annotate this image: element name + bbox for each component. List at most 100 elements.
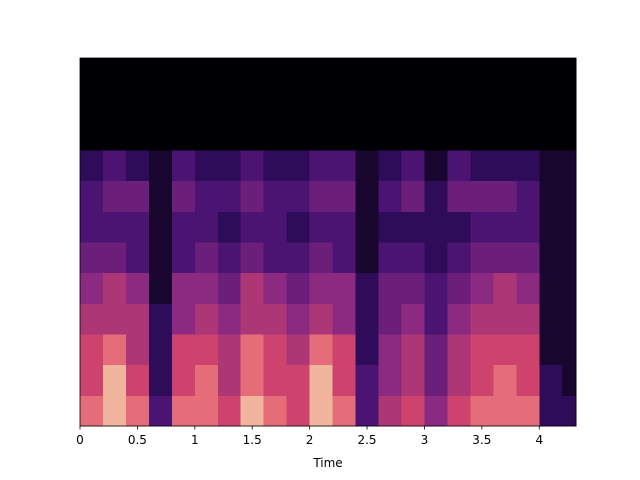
spectrogram-cell bbox=[263, 88, 288, 120]
spectrogram-cell bbox=[470, 211, 494, 243]
spectrogram-cell bbox=[401, 58, 425, 90]
spectrogram-cell bbox=[401, 364, 425, 396]
spectrogram-cell bbox=[447, 272, 471, 304]
spectrogram-cell bbox=[332, 334, 357, 366]
spectrogram-cell bbox=[378, 272, 402, 304]
spectrogram-cell bbox=[378, 180, 402, 212]
spectrogram-cell bbox=[263, 272, 288, 304]
spectrogram-cell bbox=[171, 150, 196, 182]
spectrogram-cell bbox=[516, 211, 540, 243]
x-tick-label: 2.5 bbox=[357, 433, 376, 447]
spectrogram-cell bbox=[309, 364, 334, 396]
spectrogram-cell bbox=[125, 242, 150, 274]
spectrogram-cell bbox=[148, 364, 173, 396]
spectrogram-cell bbox=[240, 395, 265, 427]
spectrogram-cell bbox=[447, 334, 471, 366]
spectrogram-cell bbox=[470, 180, 494, 212]
spectrogram-cell bbox=[171, 211, 196, 243]
spectrogram-cell bbox=[516, 272, 540, 304]
spectrogram-cell bbox=[562, 180, 577, 212]
spectrogram-cell bbox=[125, 58, 150, 90]
spectrogram-cell bbox=[447, 180, 471, 212]
spectrogram-cell bbox=[171, 303, 196, 335]
spectrogram-cell bbox=[125, 180, 150, 212]
spectrogram-cell bbox=[562, 88, 577, 120]
spectrogram-cell bbox=[516, 58, 540, 90]
spectrogram-cell bbox=[286, 58, 311, 90]
spectrogram-cell bbox=[102, 364, 127, 396]
spectrogram-cell bbox=[378, 395, 402, 427]
spectrogram-cell bbox=[470, 242, 494, 274]
spectrogram-cell bbox=[263, 364, 288, 396]
spectrogram-cell bbox=[332, 180, 357, 212]
spectrogram-cell bbox=[562, 272, 577, 304]
spectrogram-cell bbox=[102, 242, 127, 274]
spectrogram-cell bbox=[447, 395, 471, 427]
spectrogram-cell bbox=[401, 88, 425, 120]
spectrogram-cell bbox=[332, 119, 357, 151]
spectrogram-cell bbox=[332, 58, 357, 90]
spectrogram-cell bbox=[171, 58, 196, 90]
spectrogram-cell bbox=[263, 395, 288, 427]
spectrogram-cell bbox=[355, 58, 380, 90]
spectrogram-cell bbox=[194, 242, 219, 274]
spectrogram-cell bbox=[80, 211, 104, 243]
spectrogram-cell bbox=[286, 211, 311, 243]
spectrogram-cell bbox=[217, 303, 242, 335]
spectrogram-cell bbox=[378, 242, 402, 274]
spectrogram-cell bbox=[562, 150, 577, 182]
spectrogram-cell bbox=[217, 88, 242, 120]
spectrogram-cell bbox=[516, 119, 540, 151]
spectrogram-cell bbox=[194, 150, 219, 182]
spectrogram-cell bbox=[309, 119, 334, 151]
spectrogram-cell bbox=[217, 242, 242, 274]
spectrogram-cell bbox=[263, 150, 288, 182]
spectrogram-cell bbox=[286, 364, 311, 396]
spectrogram-cell bbox=[263, 242, 288, 274]
spectrogram-cell bbox=[447, 303, 471, 335]
spectrogram-cell bbox=[309, 272, 334, 304]
spectrogram-cell bbox=[240, 211, 265, 243]
spectrogram-cell bbox=[562, 119, 577, 151]
spectrogram-cell bbox=[148, 211, 173, 243]
spectrogram-cell bbox=[80, 88, 104, 120]
spectrogram-cell bbox=[125, 395, 150, 427]
spectrogram-cell bbox=[355, 303, 380, 335]
spectrogram-cell bbox=[286, 88, 311, 120]
spectrogram-cell bbox=[493, 211, 517, 243]
spectrogram-cell bbox=[286, 395, 311, 427]
spectrogram-cell bbox=[194, 119, 219, 151]
x-tick-label: 1.5 bbox=[243, 433, 262, 447]
spectrogram-cell bbox=[562, 242, 577, 274]
spectrogram-cell bbox=[309, 211, 334, 243]
spectrogram-cell bbox=[539, 334, 563, 366]
x-tick-label: 0.5 bbox=[128, 433, 147, 447]
spectrogram-cell bbox=[263, 180, 288, 212]
spectrogram-cell bbox=[516, 88, 540, 120]
spectrogram-cell bbox=[378, 150, 402, 182]
spectrogram-cell bbox=[102, 119, 127, 151]
spectrogram-cell bbox=[194, 334, 219, 366]
spectrogram-cell bbox=[355, 211, 380, 243]
spectrogram-cell bbox=[286, 242, 311, 274]
spectrogram-cell bbox=[493, 180, 517, 212]
spectrogram-cell bbox=[355, 242, 380, 274]
spectrogram-cell bbox=[424, 334, 448, 366]
spectrogram-cell bbox=[240, 272, 265, 304]
spectrogram-cell bbox=[539, 88, 563, 120]
spectrogram-cell bbox=[539, 395, 563, 427]
spectrogram-cell bbox=[539, 303, 563, 335]
spectrogram-cell bbox=[194, 211, 219, 243]
spectrogram-cell bbox=[309, 150, 334, 182]
spectrogram-cell bbox=[539, 242, 563, 274]
spectrogram-cell bbox=[332, 364, 357, 396]
spectrogram-cell bbox=[80, 150, 104, 182]
spectrogram-cell bbox=[263, 303, 288, 335]
spectrogram-cell bbox=[263, 211, 288, 243]
spectrogram-cell bbox=[401, 242, 425, 274]
spectrogram-cell bbox=[447, 119, 471, 151]
spectrogram-cell bbox=[493, 395, 517, 427]
spectrogram-cell bbox=[286, 150, 311, 182]
